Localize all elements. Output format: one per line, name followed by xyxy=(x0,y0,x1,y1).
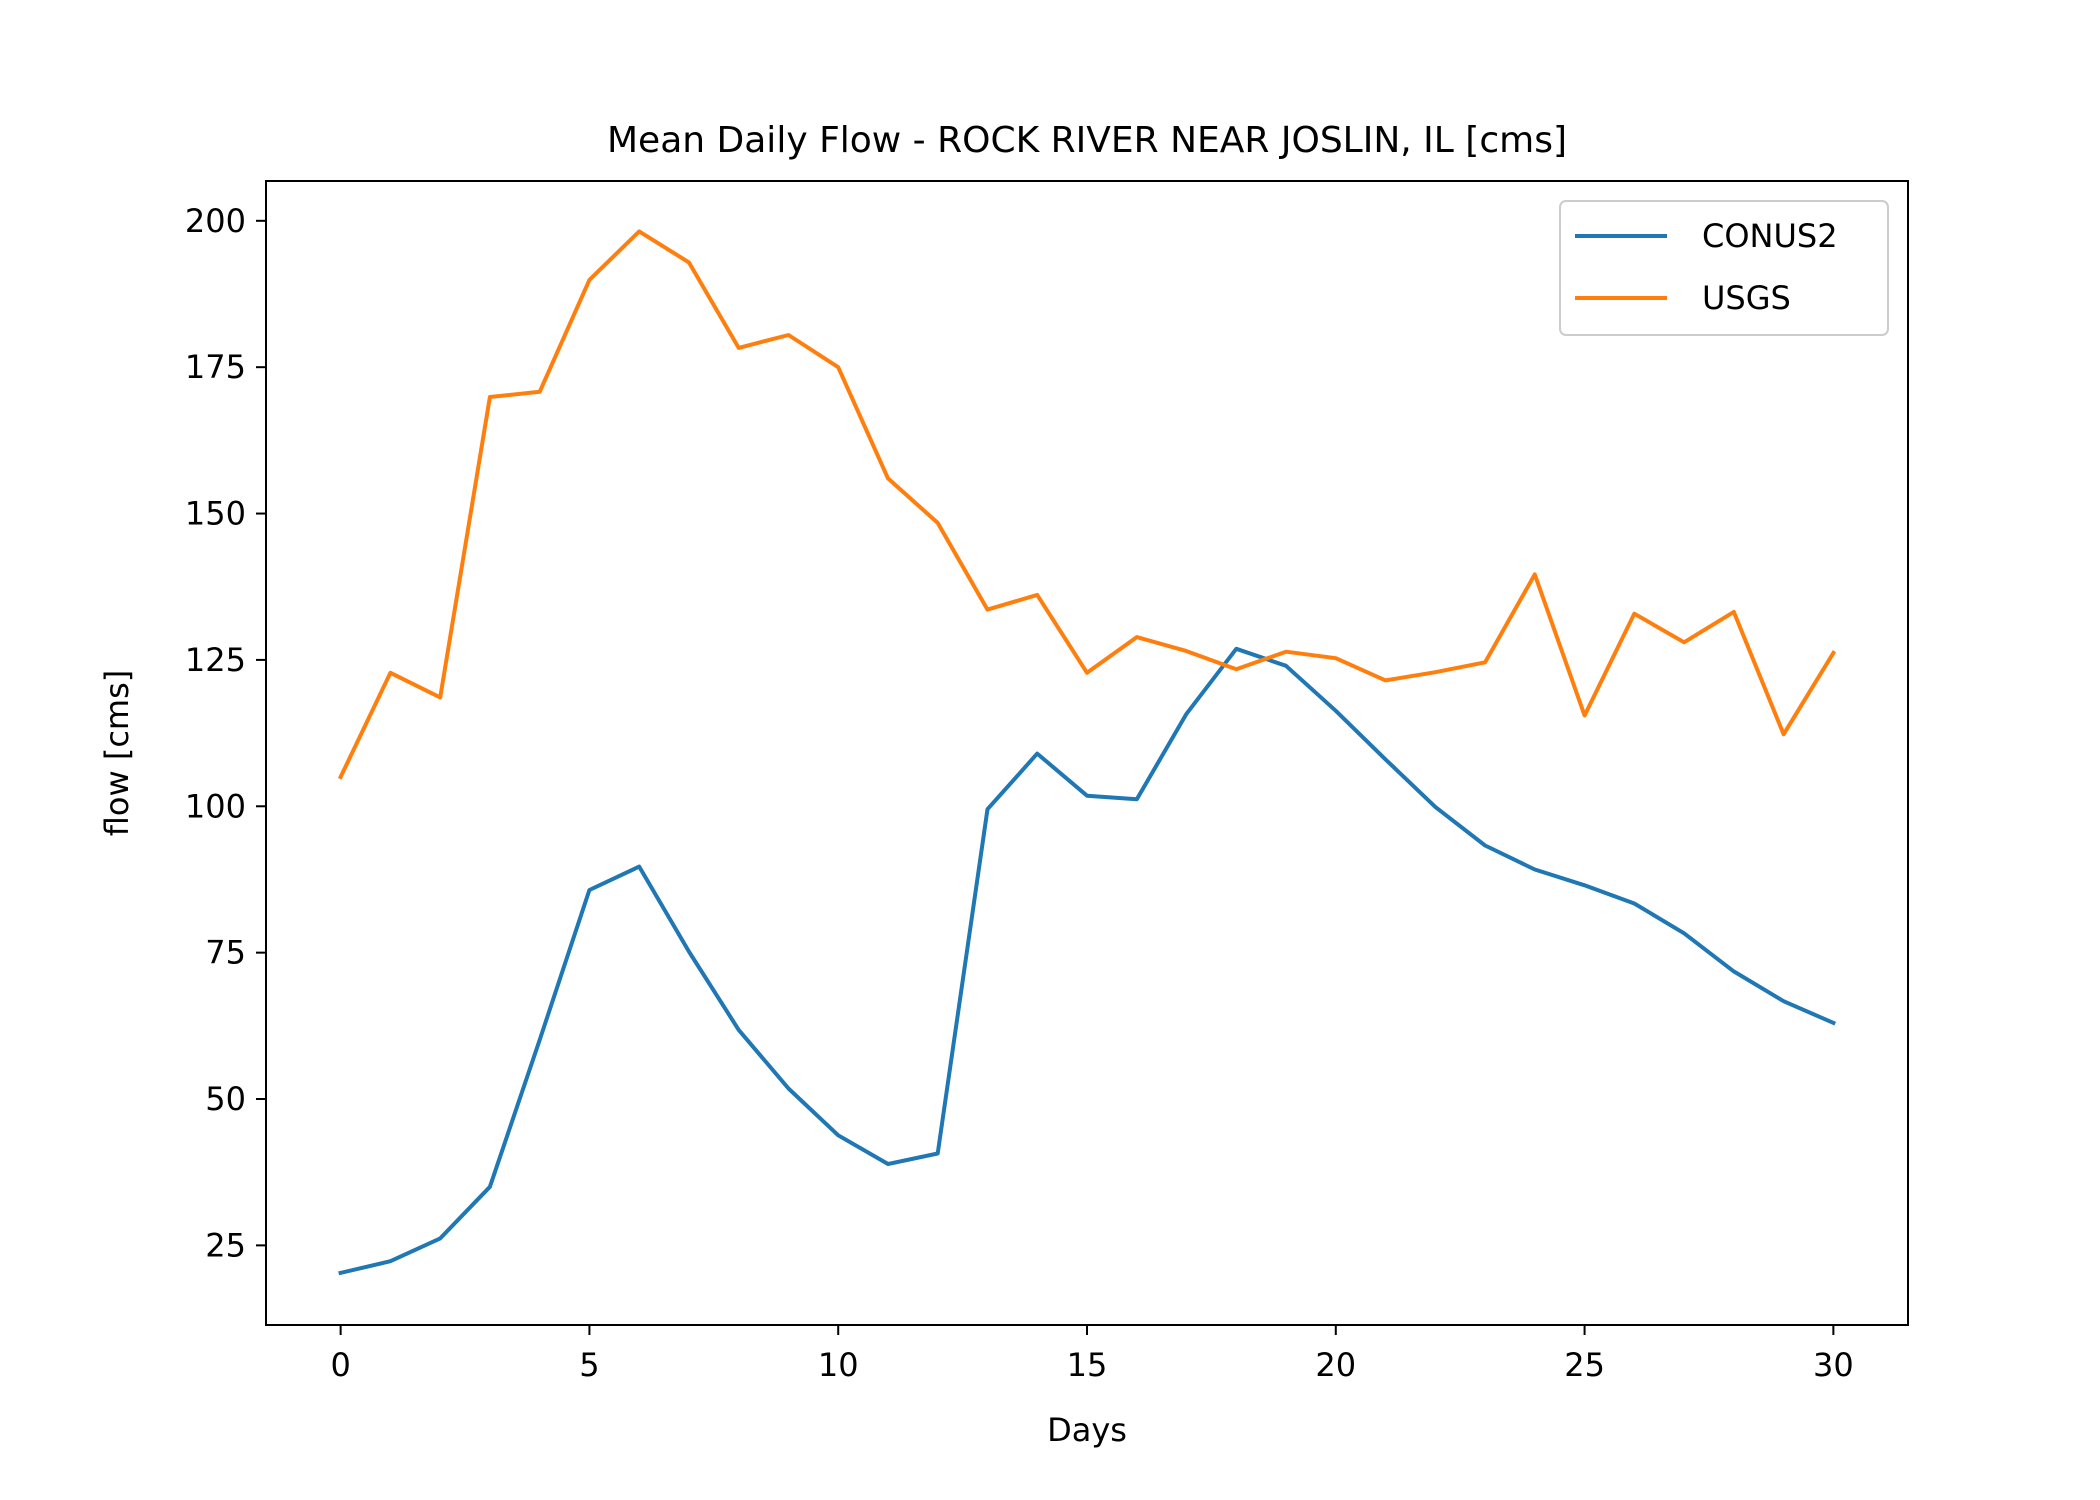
x-tick-label: 5 xyxy=(579,1346,599,1384)
plot-area xyxy=(337,229,1837,1276)
x-tick-label: 10 xyxy=(818,1346,859,1384)
x-tick-label: 20 xyxy=(1315,1346,1356,1384)
series-line-conus2 xyxy=(338,646,1837,1276)
legend-label-conus2: CONUS2 xyxy=(1702,217,1838,255)
x-tick-label: 25 xyxy=(1564,1346,1605,1384)
x-tick-label: 0 xyxy=(330,1346,350,1384)
y-tick-label: 175 xyxy=(185,348,246,386)
axes-frame xyxy=(265,180,1909,1326)
y-tick-label: 25 xyxy=(205,1226,246,1264)
y-tick-label: 200 xyxy=(185,202,246,240)
x-axis-label: Days xyxy=(1047,1411,1127,1449)
x-tick-label: 30 xyxy=(1813,1346,1854,1384)
legend-label-usgs: USGS xyxy=(1702,279,1791,317)
y-tick-label: 150 xyxy=(185,495,246,533)
y-tick-label: 50 xyxy=(205,1080,246,1118)
series-line-usgs xyxy=(337,229,1837,780)
y-tick-label: 75 xyxy=(205,934,246,972)
y-axis-label: flow [cms] xyxy=(98,670,136,836)
y-tick-label: 100 xyxy=(185,787,246,825)
chart-title: Mean Daily Flow - ROCK RIVER NEAR JOSLIN… xyxy=(607,120,1567,161)
axes: 0 5 10 15 20 25 30 25 50 75 100 125 150 175 200 xyxy=(185,202,1854,1384)
y-tick-label: 125 xyxy=(185,641,246,679)
x-tick-label: 15 xyxy=(1067,1346,1108,1384)
legend: CONUS2 USGS xyxy=(1559,200,1889,336)
